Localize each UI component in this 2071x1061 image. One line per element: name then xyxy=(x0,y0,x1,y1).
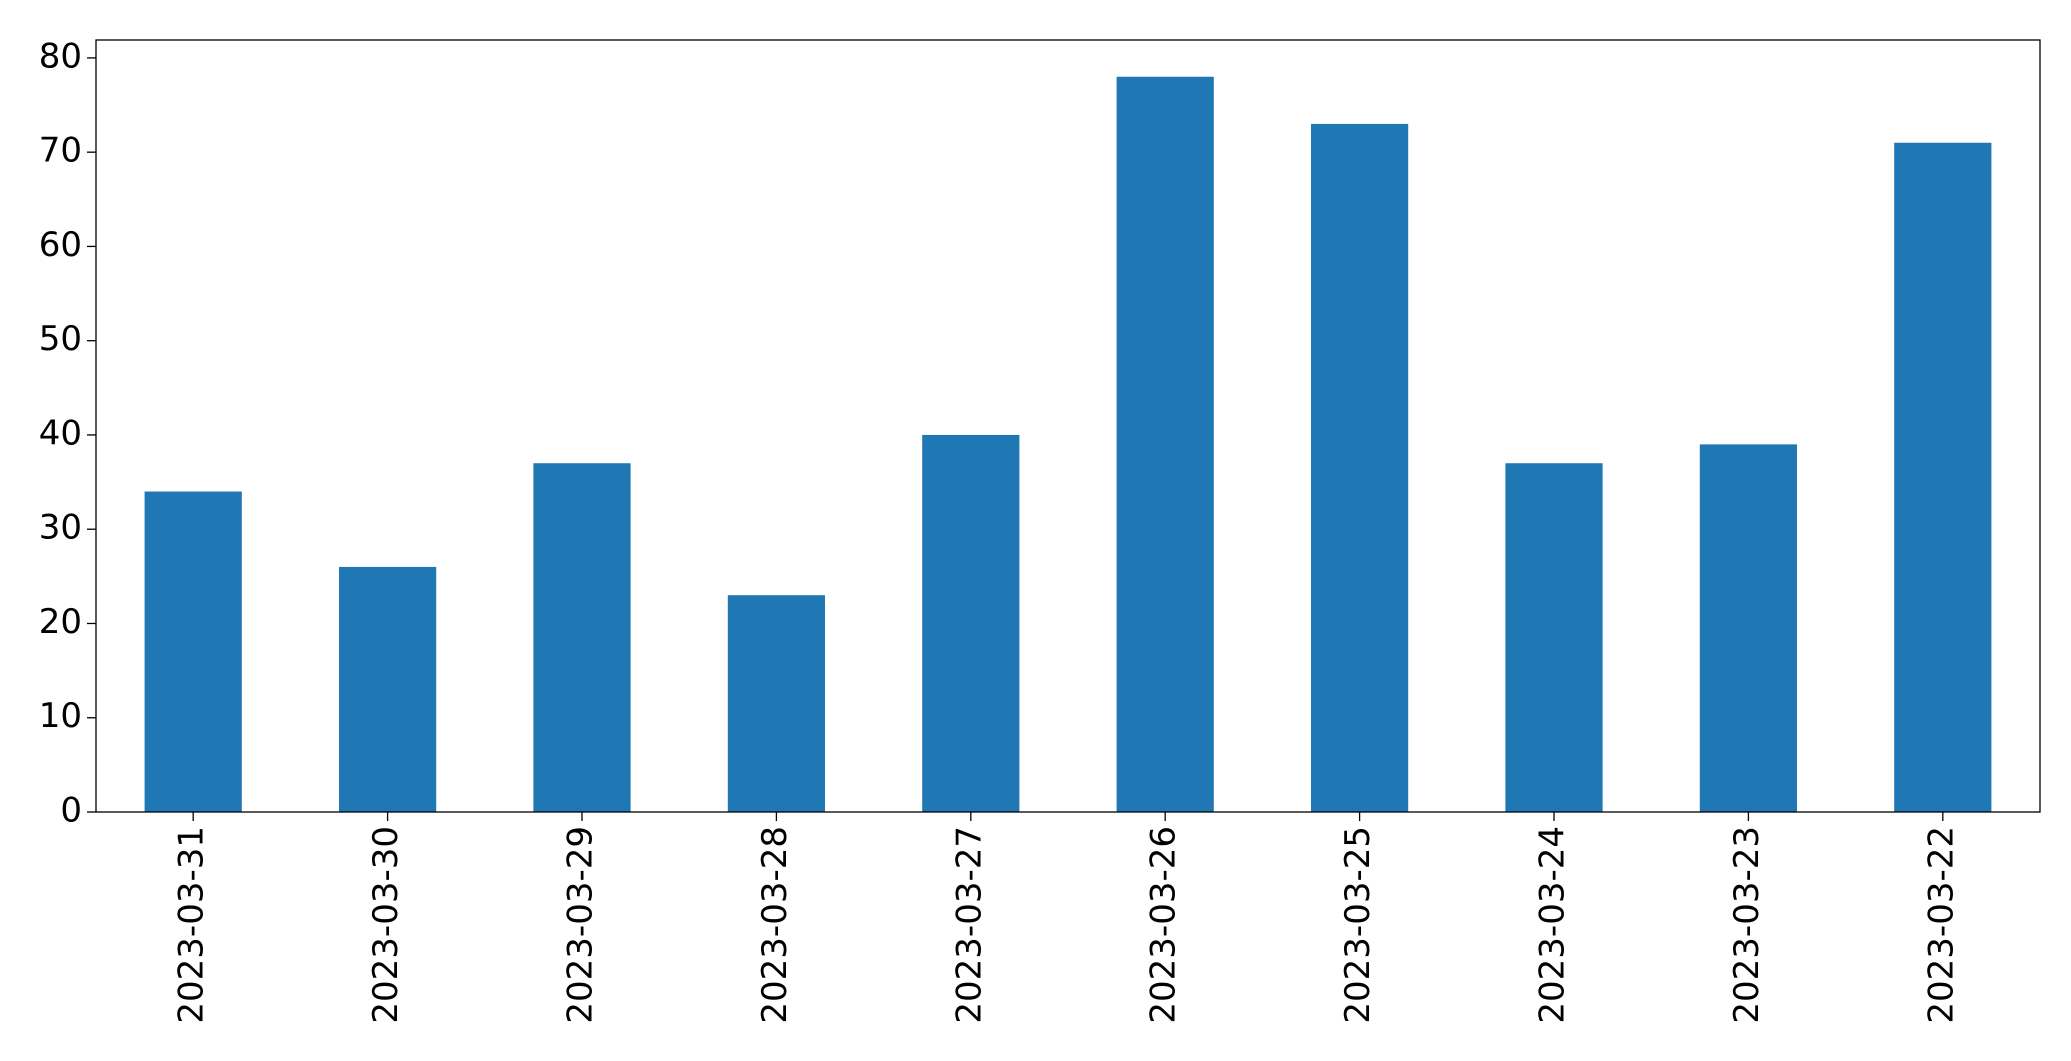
y-tick-label: 70 xyxy=(39,131,82,171)
x-tick-label: 2023-03-31 xyxy=(172,826,212,1024)
y-tick-label: 40 xyxy=(39,413,82,453)
y-tick-label: 30 xyxy=(39,508,82,548)
y-tick-label: 20 xyxy=(39,602,82,642)
y-tick-label: 50 xyxy=(39,319,82,359)
plot-frame xyxy=(95,39,2041,813)
x-tick-label: 2023-03-25 xyxy=(1338,826,1378,1024)
bar xyxy=(1505,463,1603,812)
y-tick-label: 80 xyxy=(39,36,82,76)
y-tick-label: 10 xyxy=(39,696,82,736)
bar xyxy=(1699,444,1797,812)
y-tick-label: 60 xyxy=(39,225,82,265)
x-tick-label: 2023-03-29 xyxy=(561,826,601,1024)
x-tick-label: 2023-03-22 xyxy=(1921,826,1961,1024)
y-tick-label: 0 xyxy=(60,791,82,831)
x-tick-label: 2023-03-27 xyxy=(949,826,989,1024)
x-tick-label: 2023-03-24 xyxy=(1533,826,1573,1024)
bar xyxy=(1116,76,1214,812)
bar xyxy=(1894,142,1992,812)
bar xyxy=(533,463,631,812)
bar xyxy=(1311,123,1409,812)
x-tick-label: 2023-03-30 xyxy=(366,826,406,1024)
bar xyxy=(727,595,825,812)
x-tick-label: 2023-03-28 xyxy=(755,826,795,1024)
x-tick-label: 2023-03-23 xyxy=(1727,826,1767,1024)
bar xyxy=(339,566,437,812)
bar xyxy=(144,491,242,812)
bar xyxy=(922,434,1020,812)
x-tick-label: 2023-03-26 xyxy=(1144,826,1184,1024)
